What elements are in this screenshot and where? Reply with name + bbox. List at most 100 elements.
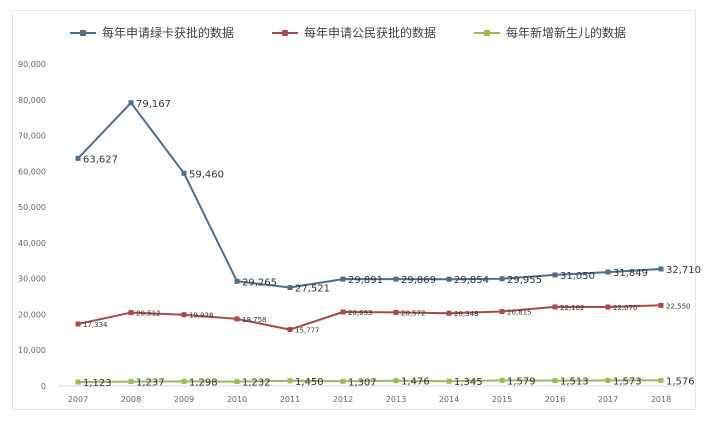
data-label: 32,710 [666, 265, 701, 276]
legend-swatch-icon [272, 28, 299, 38]
data-label: 20,693 [348, 309, 373, 317]
data-label: 1,450 [295, 377, 324, 388]
data-point [658, 377, 664, 383]
data-point [234, 379, 240, 385]
data-point [181, 378, 187, 384]
data-point [658, 266, 664, 272]
data-point [446, 378, 452, 384]
data-point [658, 302, 664, 308]
data-point [287, 285, 293, 291]
data-label: 1,237 [136, 378, 165, 389]
data-label: 22,070 [613, 304, 638, 312]
data-point [446, 310, 452, 316]
legend-label: 每年申请绿卡获批的数据 [102, 26, 235, 40]
data-label: 27,521 [295, 284, 330, 295]
data-label: 15,777 [295, 327, 320, 335]
y-tick-label: 90,000 [18, 60, 46, 69]
data-label: 19,928 [189, 312, 214, 320]
data-label: 29,265 [242, 277, 277, 288]
data-point [287, 378, 293, 384]
data-point [499, 377, 505, 383]
x-tick-label: 2015 [492, 395, 512, 404]
y-tick-label: 30,000 [18, 275, 46, 284]
data-label: 79,167 [136, 99, 171, 110]
data-point [75, 379, 81, 385]
series-line [77, 304, 662, 331]
data-point [340, 378, 346, 384]
data-point [340, 309, 346, 315]
x-tick-label: 2007 [68, 395, 88, 404]
x-tick-label: 2013 [386, 395, 406, 404]
series-line [77, 101, 662, 289]
data-point [234, 316, 240, 322]
data-point [499, 309, 505, 315]
data-point [128, 310, 134, 316]
chart-frame [12, 10, 696, 410]
x-tick-label: 2016 [545, 395, 565, 404]
data-label: 20,815 [507, 309, 532, 317]
data-label: 20,348 [454, 310, 479, 318]
data-label: 1,513 [560, 377, 589, 388]
data-point [128, 379, 134, 385]
x-tick-label: 2018 [651, 395, 671, 404]
y-tick-label: 60,000 [18, 167, 46, 176]
data-label: 1,579 [507, 376, 536, 387]
y-tick-label: 70,000 [18, 132, 46, 141]
x-tick-label: 2009 [174, 395, 194, 404]
data-label: 22,550 [666, 302, 691, 310]
data-point [552, 304, 558, 310]
data-point [340, 276, 346, 282]
data-point [552, 378, 558, 384]
data-label: 29,854 [454, 275, 489, 286]
data-label: 18,758 [242, 316, 267, 324]
data-point [605, 304, 611, 310]
x-tick-label: 2014 [439, 395, 459, 404]
x-tick-label: 2010 [227, 395, 247, 404]
data-point [552, 272, 558, 278]
x-tick-label: 2017 [598, 395, 618, 404]
x-tick-label: 2011 [280, 395, 300, 404]
series-line [77, 379, 661, 383]
data-point [75, 155, 81, 161]
data-label: 31,050 [560, 271, 595, 282]
y-tick-label: 40,000 [18, 239, 46, 248]
data-label: 1,576 [666, 376, 695, 387]
legend-label: 每年申请公民获批的数据 [304, 26, 437, 40]
legend-swatch-icon [474, 28, 501, 38]
data-label: 1,298 [189, 377, 218, 388]
data-label: 1,573 [613, 376, 642, 387]
y-tick-label: 20,000 [18, 310, 46, 319]
data-point [446, 276, 452, 282]
data-point [181, 312, 187, 318]
legend-item-citizenship: 每年申请公民获批的数据 [272, 24, 436, 41]
data-point [234, 278, 240, 284]
y-tick-label: 0 [41, 382, 46, 391]
data-label: 29,955 [507, 275, 542, 286]
data-label: 29,869 [401, 275, 436, 286]
legend-label: 每年新增新生儿的数据 [506, 26, 627, 40]
data-point [605, 269, 611, 275]
data-point [499, 276, 505, 282]
data-point [605, 377, 611, 383]
data-label: 1,476 [401, 377, 430, 388]
data-point [393, 309, 399, 315]
data-point [393, 378, 399, 384]
y-tick-label: 50,000 [18, 203, 46, 212]
data-label: 20,572 [401, 309, 426, 317]
x-tick-label: 2008 [121, 395, 141, 404]
legend: 每年申请绿卡获批的数据 每年申请公民获批的数据 每年新增新生儿的数据 [70, 24, 626, 41]
data-label: 63,627 [83, 154, 118, 165]
data-point [287, 327, 293, 333]
data-label: 22,102 [560, 304, 585, 312]
data-label: 20,512 [136, 310, 161, 318]
data-label: 1,345 [454, 377, 483, 388]
data-label: 1,307 [348, 377, 377, 388]
data-point [393, 276, 399, 282]
data-label: 59,460 [189, 169, 224, 180]
data-label: 31,849 [613, 268, 648, 279]
legend-swatch-icon [70, 28, 96, 38]
data-label: 1,232 [242, 378, 271, 389]
data-label: 17,334 [83, 321, 108, 329]
legend-item-newborns: 每年新增新生儿的数据 [474, 24, 626, 41]
